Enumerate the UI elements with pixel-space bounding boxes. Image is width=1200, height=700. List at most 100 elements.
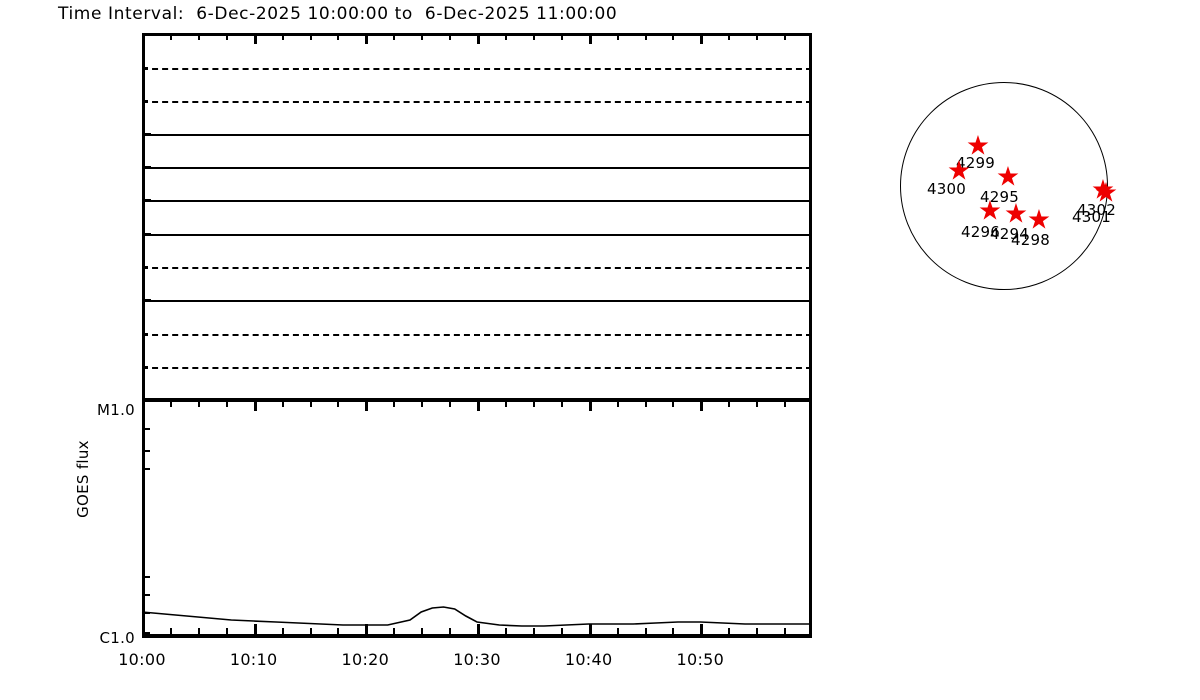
top-xtick [784,33,787,40]
active-region-label-4299: 4299 [956,154,995,172]
bottom-xtick-top [700,401,704,411]
filter-ytick-c_poly [142,233,151,235]
goes-xtick-label: 10:50 [676,650,725,669]
active-region-star-4301[interactable]: ★ [1093,177,1119,209]
goes-ytick [142,594,150,596]
page-title: Time Interval: 6-Dec-2025 10:00:00 to 6-… [58,4,618,24]
goes-ytick [142,576,150,578]
bottom-xtick-top [393,401,396,407]
active-region-star-4300[interactable]: ★ [946,155,972,187]
top-xtick [337,33,340,40]
goes-xtick-label: 10:00 [118,650,166,669]
bottom-xtick-top [449,401,452,407]
active-region-label-4294: 4294 [990,225,1029,243]
active-region-star-4294[interactable]: ★ [1003,198,1029,230]
top-xtick [365,33,369,44]
bottom-xtick-top [784,401,787,407]
top-xtick [756,33,759,40]
bottom-xtick-bottom [672,628,675,634]
bottom-xtick-top [421,401,424,407]
bottom-xtick-top [560,401,563,407]
bottom-xtick-bottom [421,628,424,634]
bottom-xtick-bottom [700,624,704,634]
filter-line-al_poly [142,300,812,302]
bottom-xtick-top [532,401,535,407]
top-xtick [225,33,228,40]
bottom-xtick-top [477,401,480,411]
active-region-star-4296[interactable]: ★ [977,195,1003,227]
filter-ytick-ti_poly [142,266,148,268]
bottom-xtick-top [253,401,257,411]
filter-line-be_thick [142,68,812,70]
bottom-xtick-bottom [225,628,228,634]
top-xtick [421,33,424,40]
filter-line-al_med [142,134,812,136]
bottom-xtick-bottom [784,628,787,634]
bottom-xtick-bottom [504,628,507,634]
filter-line-be_thin [142,200,812,202]
goes-flux-panel [141,398,812,638]
active-region-star-4302[interactable]: ★ [1090,174,1116,206]
filter-ytick-be_med [142,166,151,168]
top-xtick [728,33,731,40]
goes-ytick-label: C1.0 [99,629,135,647]
bottom-xtick-bottom [616,628,619,634]
goes-xtick-label: 10:40 [564,650,613,669]
bottom-xtick-bottom [532,628,535,634]
top-xtick [616,33,619,40]
bottom-xtick-top [142,401,145,411]
top-xtick [477,33,480,44]
goes-ytick [142,450,150,452]
top-xtick [393,33,396,40]
goes-ytick [142,400,150,402]
goes-ytick-label: M1.0 [97,401,135,419]
bottom-xtick-bottom [142,624,145,634]
top-xtick [197,33,200,40]
active-region-star-4298[interactable]: ★ [1026,204,1052,236]
bottom-xtick-top [616,401,619,407]
bottom-xtick-top [504,401,507,407]
solar-limb-circle [900,82,1108,290]
top-xtick [560,33,563,40]
bottom-xtick-top [756,401,759,407]
filter-ytick-al_poly [142,299,151,301]
active-region-label-4295: 4295 [980,188,1019,206]
goes-xtick-label: 10:30 [453,650,501,669]
top-panel-axis-right [809,33,812,398]
goes-flux-polyline [141,606,812,627]
top-xtick [449,33,452,40]
filter-line-ti_poly [142,267,812,269]
filter-ytick-be_thick [142,67,148,69]
top-xtick [169,33,172,40]
bottom-xtick-bottom [728,628,731,634]
top-panel-axis-left [142,33,145,398]
bottom-xtick-bottom [197,628,200,634]
bottom-xtick-bottom [644,628,647,634]
bottom-xtick-top [337,401,340,407]
filter-ytick-al_thick [142,100,148,102]
filter-line-al_thick [142,101,812,103]
goes-ytick [142,632,150,634]
active-region-label-4298: 4298 [1011,231,1050,249]
top-xtick [588,33,592,44]
top-xtick [504,33,507,40]
bottom-xtick-top [644,401,647,407]
bottom-xtick-bottom [588,624,592,634]
bottom-xtick-top [169,401,172,407]
bottom-xtick-bottom [281,628,284,634]
goes-flux-axis-title: GOES flux [74,440,92,518]
active-region-label-4296: 4296 [961,223,1000,241]
filter-line-gband [142,367,812,369]
bottom-xtick-bottom [253,624,257,634]
bottom-xtick-top [197,401,200,407]
goes-ytick [142,428,150,430]
active-region-star-4299[interactable]: ★ [965,130,991,162]
active-region-label-4302: 4302 [1077,201,1116,219]
goes-ytick [142,468,150,470]
top-xtick [672,33,675,40]
bottom-xtick-bottom [365,624,369,634]
bottom-panel-axis-top [142,398,812,402]
active-region-star-4295[interactable]: ★ [995,161,1021,193]
bottom-xtick-bottom [756,628,759,634]
